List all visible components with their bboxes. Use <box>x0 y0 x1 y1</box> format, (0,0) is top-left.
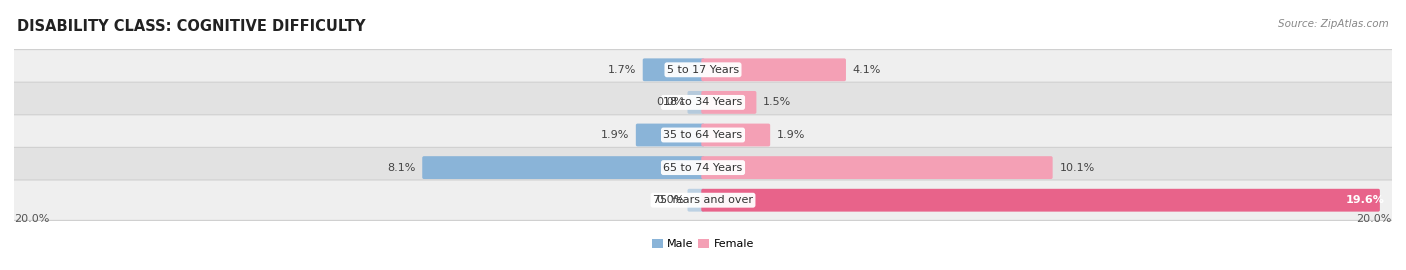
Text: 75 Years and over: 75 Years and over <box>652 195 754 205</box>
Legend: Male, Female: Male, Female <box>647 235 759 254</box>
Text: 18 to 34 Years: 18 to 34 Years <box>664 97 742 107</box>
FancyBboxPatch shape <box>702 156 1053 179</box>
Text: 10.1%: 10.1% <box>1060 163 1095 173</box>
FancyBboxPatch shape <box>422 156 704 179</box>
Text: 35 to 64 Years: 35 to 64 Years <box>664 130 742 140</box>
FancyBboxPatch shape <box>8 180 1398 220</box>
Text: 1.7%: 1.7% <box>607 65 636 75</box>
Text: DISABILITY CLASS: COGNITIVE DIFFICULTY: DISABILITY CLASS: COGNITIVE DIFFICULTY <box>17 19 366 34</box>
FancyBboxPatch shape <box>8 115 1398 155</box>
FancyBboxPatch shape <box>8 82 1398 123</box>
Text: 4.1%: 4.1% <box>853 65 882 75</box>
FancyBboxPatch shape <box>688 91 704 114</box>
Text: 1.5%: 1.5% <box>763 97 792 107</box>
Text: 65 to 74 Years: 65 to 74 Years <box>664 163 742 173</box>
FancyBboxPatch shape <box>702 124 770 146</box>
FancyBboxPatch shape <box>702 58 846 81</box>
Text: 0.0%: 0.0% <box>655 97 685 107</box>
Text: 1.9%: 1.9% <box>600 130 628 140</box>
Text: 20.0%: 20.0% <box>14 214 49 224</box>
Text: Source: ZipAtlas.com: Source: ZipAtlas.com <box>1278 19 1389 29</box>
Text: 19.6%: 19.6% <box>1346 195 1385 205</box>
FancyBboxPatch shape <box>702 91 756 114</box>
Text: 1.9%: 1.9% <box>778 130 806 140</box>
Text: 20.0%: 20.0% <box>1357 214 1392 224</box>
FancyBboxPatch shape <box>643 58 704 81</box>
FancyBboxPatch shape <box>8 147 1398 188</box>
Text: 5 to 17 Years: 5 to 17 Years <box>666 65 740 75</box>
FancyBboxPatch shape <box>636 124 704 146</box>
FancyBboxPatch shape <box>688 189 704 212</box>
Text: 8.1%: 8.1% <box>387 163 415 173</box>
FancyBboxPatch shape <box>8 50 1398 90</box>
Text: 0.0%: 0.0% <box>655 195 685 205</box>
FancyBboxPatch shape <box>702 189 1379 212</box>
